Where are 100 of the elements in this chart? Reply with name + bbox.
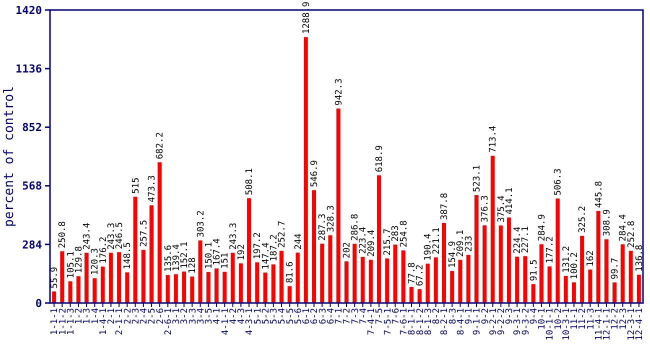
data-label: 1288.9 [302, 2, 312, 34]
bar [572, 282, 576, 303]
bar [206, 272, 210, 303]
bar [515, 256, 520, 303]
bar [604, 239, 608, 303]
x-tick-label: 10-3-1 [562, 308, 572, 341]
y-axis-title: percent of control [2, 86, 17, 227]
data-label: 162 [586, 250, 596, 267]
data-label: 250.8 [58, 221, 68, 248]
x-tick-label: 1-3 [82, 308, 93, 324]
bar [628, 250, 633, 303]
bar [230, 252, 235, 303]
x-tick-label: 6-4 [326, 308, 336, 324]
data-label: 515 [131, 177, 142, 194]
y-tick-label: 568 [22, 180, 42, 193]
x-tick-label: 12-4-1 [635, 308, 646, 341]
bar [434, 257, 438, 303]
data-label: 252.8 [626, 220, 637, 248]
y-tick-label: 852 [22, 121, 42, 134]
bar [336, 108, 340, 303]
data-label: 177.2 [546, 236, 556, 264]
bar [328, 235, 332, 303]
data-label: 227.1 [521, 226, 532, 254]
data-label: 99.7 [610, 258, 621, 280]
bar [393, 244, 398, 303]
bar [458, 260, 462, 303]
data-label: 473.3 [148, 175, 158, 202]
bar [442, 222, 446, 303]
bar [596, 211, 600, 303]
data-label: 151 [220, 252, 231, 269]
data-label: 209.4 [366, 230, 377, 257]
bar [198, 240, 202, 303]
bar [474, 195, 478, 303]
bar [548, 266, 552, 303]
y-tick-label: 0 [35, 296, 42, 310]
bar [556, 198, 560, 303]
bar [466, 254, 470, 303]
data-label: 523.1 [472, 164, 482, 192]
data-label: 546.9 [310, 160, 320, 188]
data-label: 81.6 [286, 261, 296, 284]
data-label: 100.2 [570, 252, 580, 280]
bar [539, 244, 544, 303]
data-label: 506.3 [554, 168, 564, 196]
bar [344, 261, 348, 303]
data-label: 328.3 [326, 205, 336, 232]
bar [280, 250, 284, 303]
bar [523, 256, 528, 303]
bar [263, 272, 268, 303]
data-label: 128 [188, 257, 198, 274]
x-tick-label: 8-3 [448, 308, 458, 324]
bar [385, 258, 390, 303]
bar [271, 264, 276, 303]
bar [117, 252, 122, 303]
x-tick-label: 9-1 [464, 308, 474, 324]
bar [141, 250, 146, 303]
data-label: 303.2 [196, 210, 206, 238]
data-label: 283 [391, 225, 402, 242]
data-label: 91.5 [529, 259, 540, 282]
bar [368, 260, 373, 303]
x-tick-label: 7-4 [358, 308, 369, 324]
data-label: 243.4 [82, 222, 93, 250]
data-label: 508.1 [245, 168, 256, 196]
bar [409, 286, 414, 303]
bar [352, 244, 357, 303]
y-tick-label: 284 [22, 238, 42, 252]
data-label: 325.2 [578, 206, 588, 233]
bar [612, 282, 617, 303]
data-label: 244 [294, 233, 304, 250]
x-tick-label: 5-4 [278, 308, 288, 324]
x-tick-label: 1-4 [90, 308, 101, 324]
data-label: 375.4 [496, 195, 507, 223]
bar [564, 276, 568, 303]
bar [174, 274, 178, 303]
bar [190, 276, 194, 303]
bar [238, 263, 243, 303]
bar [182, 272, 186, 303]
bar [133, 196, 138, 303]
bar [401, 250, 406, 303]
data-label: 682.2 [156, 132, 166, 160]
data-label: 233 [464, 236, 474, 252]
bar [450, 271, 454, 303]
data-label: 387.8 [440, 192, 450, 220]
data-label: 308.9 [602, 209, 612, 236]
bar [312, 190, 316, 303]
bar [52, 291, 56, 303]
bar [418, 289, 422, 303]
data-label: 252.7 [278, 220, 288, 248]
x-tick-label: 11-3 [586, 308, 596, 330]
bar [320, 244, 324, 303]
bar [588, 270, 592, 303]
bar [288, 286, 292, 303]
data-label: 414.1 [504, 187, 515, 215]
bar [84, 252, 89, 303]
data-label: 445.8 [594, 180, 604, 208]
x-tick-label: 4-1 [212, 308, 223, 324]
data-label: 55.9 [50, 266, 60, 288]
bar [76, 276, 80, 303]
data-label: 192 [236, 244, 247, 260]
data-label: 942.3 [334, 78, 344, 106]
bar [506, 218, 511, 303]
